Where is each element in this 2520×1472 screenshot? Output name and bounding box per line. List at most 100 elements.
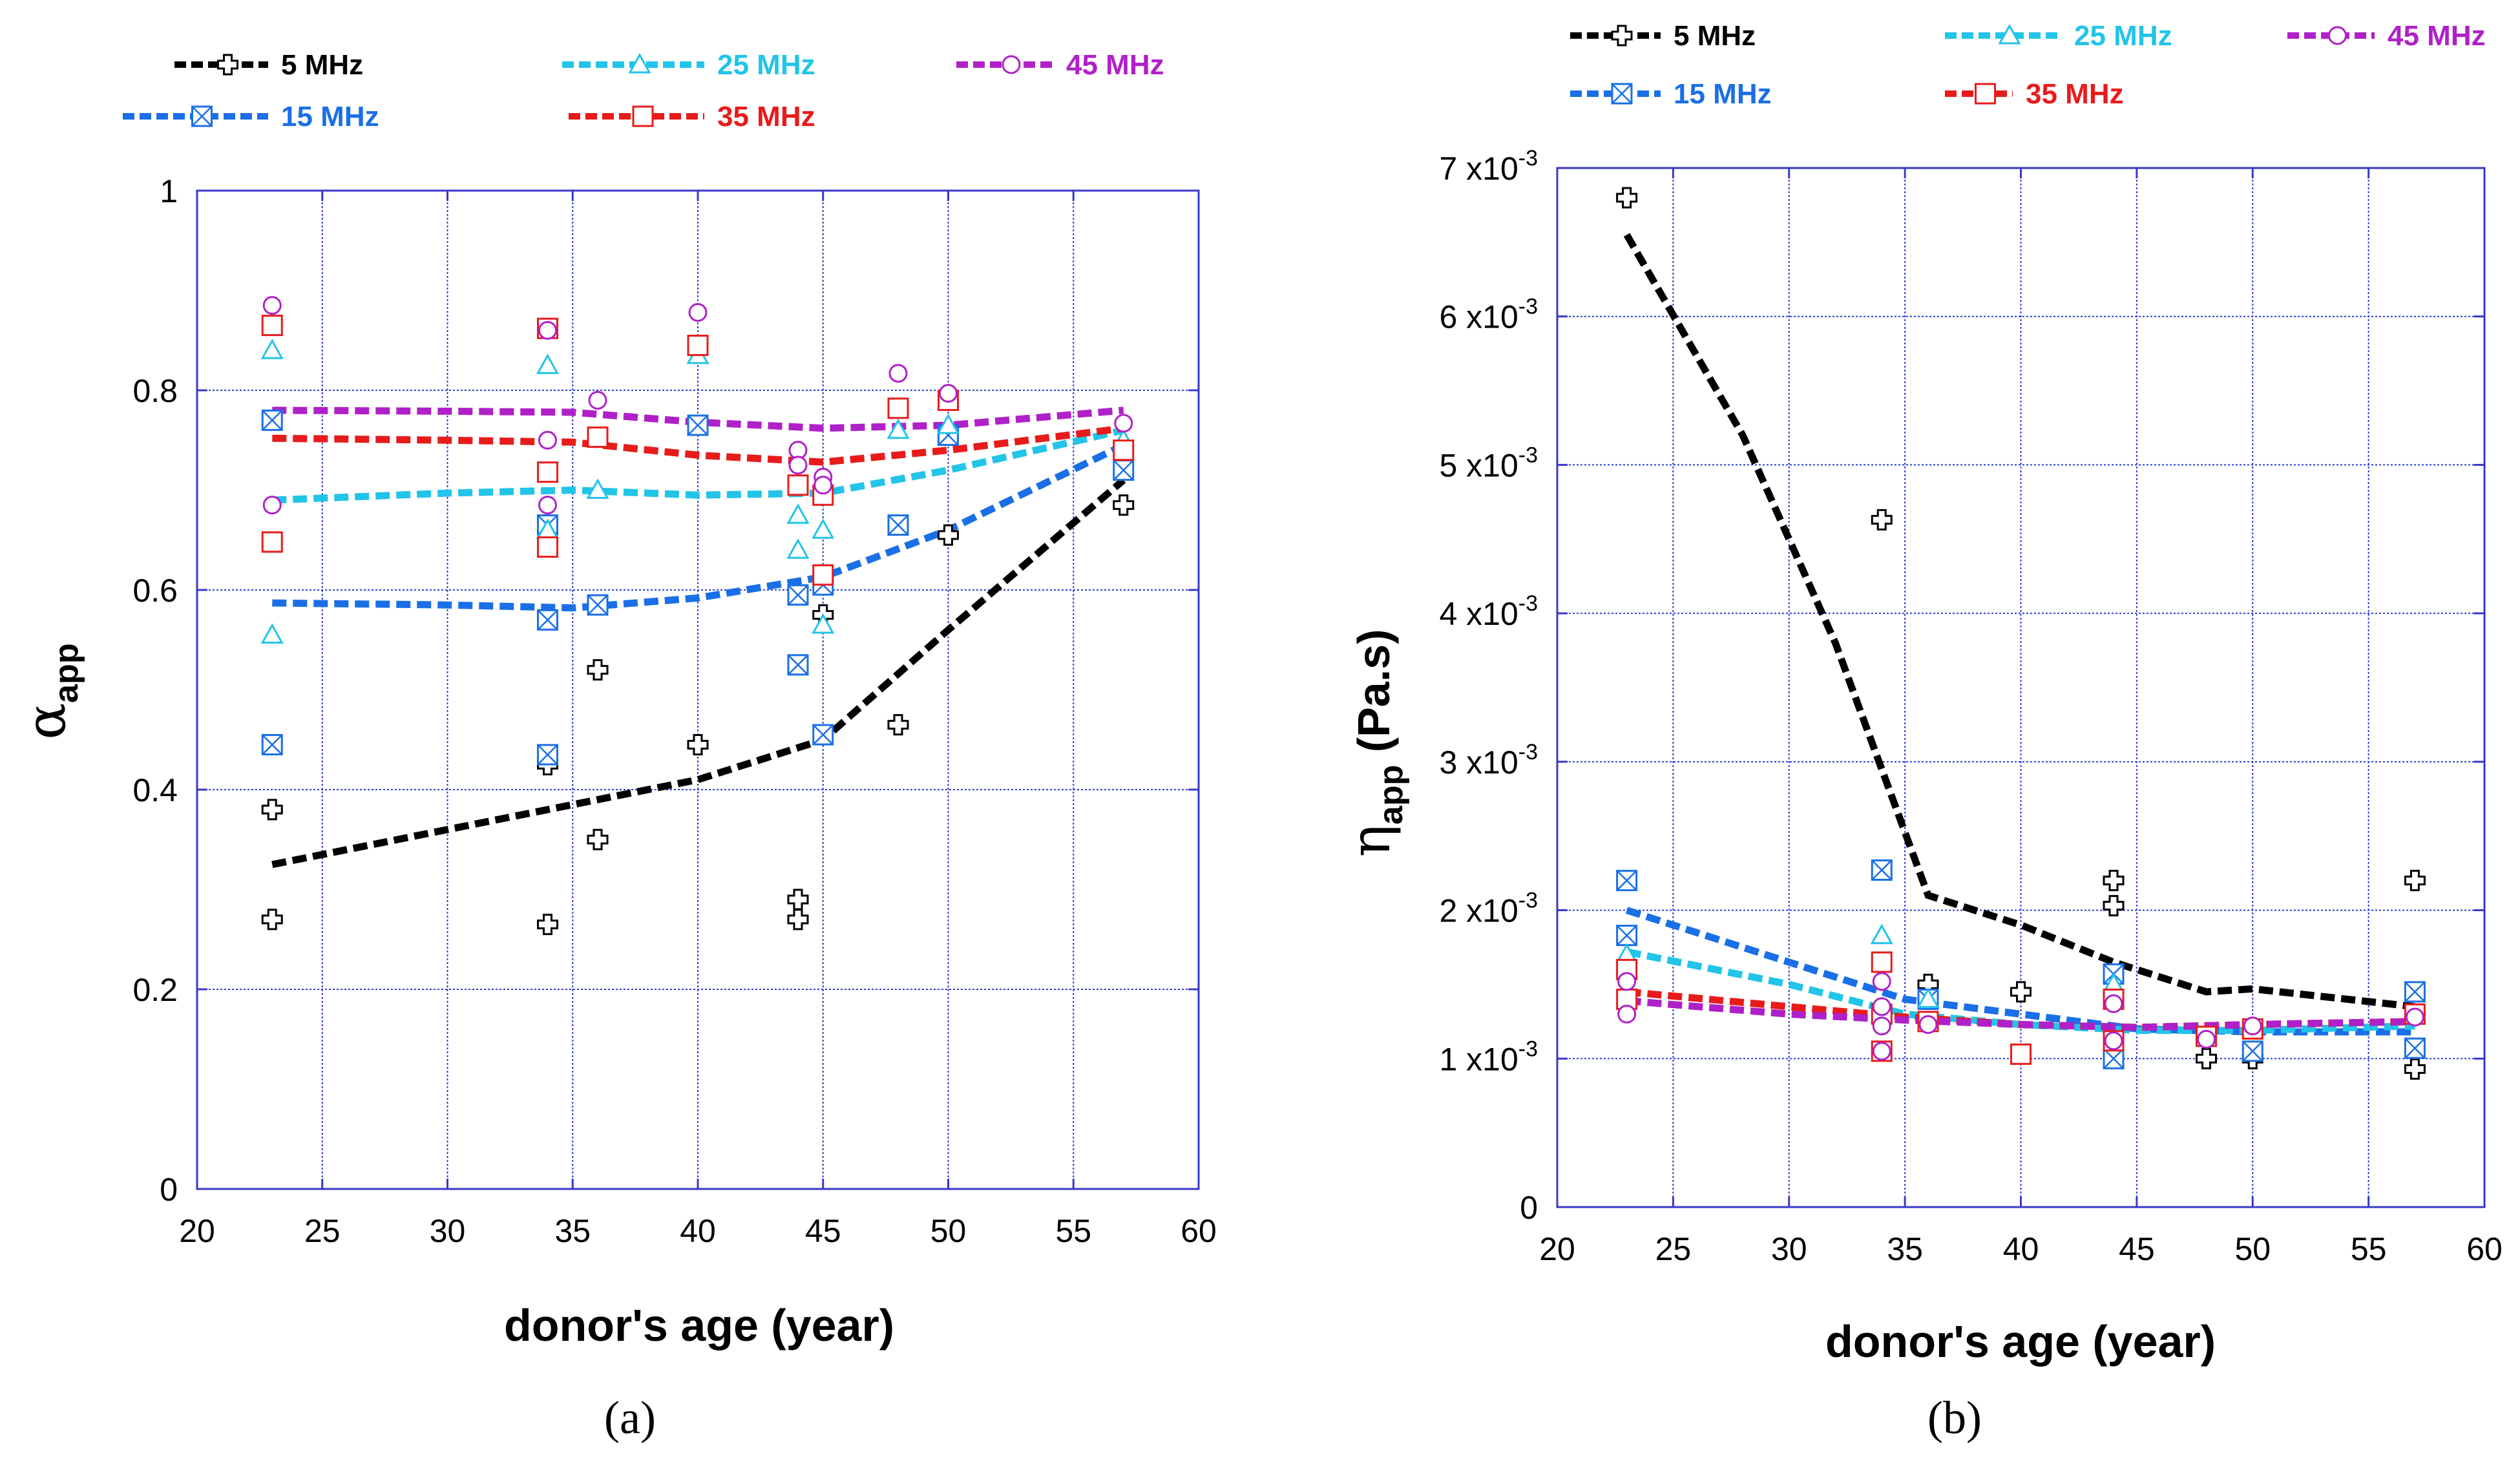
data-point-25-mhz xyxy=(536,353,560,374)
legend-label: 45 MHz xyxy=(2388,20,2486,52)
data-point-15-mhz xyxy=(2404,1037,2426,1059)
data-point-25-mhz xyxy=(812,518,835,539)
data-point-25-mhz xyxy=(786,503,810,524)
data-point-5-mhz xyxy=(887,714,909,736)
x-tick-label: 40 xyxy=(680,1213,716,1249)
x-tick-label: 30 xyxy=(430,1213,466,1249)
legend-item: 35 MHz xyxy=(1945,78,2124,110)
data-point-15-mhz xyxy=(261,733,283,755)
legend-label: 25 MHz xyxy=(2074,20,2172,52)
data-point-35-mhz xyxy=(687,334,709,356)
legend-marker xyxy=(1611,25,1633,47)
data-point-35-mhz xyxy=(261,315,283,337)
y-tick-label: 0.2 xyxy=(132,972,178,1008)
data-point-5-mhz xyxy=(2404,870,2426,892)
data-point-45-mhz xyxy=(1872,997,1891,1016)
data-point-5-mhz xyxy=(938,524,959,546)
y-tick-label: 7 x10-3 xyxy=(1439,146,1538,187)
x-tick-label: 35 xyxy=(1887,1231,1923,1267)
data-point-35-mhz xyxy=(1113,439,1135,461)
y-tick-label: 0 xyxy=(1520,1190,1538,1226)
data-point-25-mhz xyxy=(1916,987,1940,1008)
legend-item: 35 MHz xyxy=(569,101,815,132)
data-point-35-mhz xyxy=(537,536,558,558)
data-point-5-mhz xyxy=(2103,870,2125,892)
legend-label: 35 MHz xyxy=(717,101,815,132)
data-point-45-mhz xyxy=(688,302,708,322)
data-point-15-mhz xyxy=(2242,1040,2263,1062)
chart-panel-a: 20 25 30 35 40 45 50 55 60 0 0.2 0.4 0.6 0.8 1 donor's … xyxy=(14,49,1217,1444)
data-point-45-mhz xyxy=(538,321,557,340)
data-point-5-mhz xyxy=(587,659,609,681)
x-tick-label: 45 xyxy=(2119,1231,2155,1267)
legend-label: 15 MHz xyxy=(281,101,379,132)
data-point-45-mhz xyxy=(262,496,282,515)
data-point-35-mhz xyxy=(261,531,283,553)
data-point-5-mhz xyxy=(587,828,609,850)
y-tick-label: 0.6 xyxy=(132,573,178,609)
data-point-5-mhz xyxy=(1871,509,1893,531)
x-tick-label: 30 xyxy=(1771,1231,1807,1267)
data-point-25-mhz xyxy=(1870,923,1893,945)
fit-line-25-mhz xyxy=(272,426,1125,504)
data-point-15-mhz xyxy=(687,414,709,436)
data-point-15-mhz xyxy=(2103,1047,2125,1069)
data-point-5-mhz xyxy=(1113,494,1135,516)
y-tick-label: 1 xyxy=(160,173,178,209)
data-points xyxy=(260,296,1135,936)
data-point-15-mhz xyxy=(1616,925,1638,947)
y-tick-label: 0 xyxy=(160,1172,178,1208)
data-point-15-mhz xyxy=(787,654,809,676)
data-point-45-mhz xyxy=(1114,414,1133,433)
data-point-25-mhz xyxy=(260,623,284,644)
data-point-45-mhz xyxy=(2197,1029,2216,1049)
data-point-45-mhz xyxy=(939,384,958,403)
x-tick-label: 55 xyxy=(2351,1231,2387,1267)
legend-label: 35 MHz xyxy=(2026,78,2124,110)
x-tick-label: 20 xyxy=(1539,1231,1575,1267)
data-point-35-mhz xyxy=(537,461,558,483)
legend-marker xyxy=(1998,23,2021,45)
data-point-45-mhz xyxy=(1872,1042,1891,1061)
data-point-45-mhz xyxy=(1617,972,1637,991)
y-tick-label: 0.4 xyxy=(132,772,178,808)
legend-item: 5 MHz xyxy=(1570,20,1756,52)
data-point-35-mhz xyxy=(587,426,609,448)
fit-line-35-mhz xyxy=(272,425,1124,466)
data-point-45-mhz xyxy=(788,456,808,475)
y-tick-label: 6 x10-3 xyxy=(1439,295,1538,335)
y-axis-label: αapp xyxy=(14,643,85,739)
data-point-35-mhz xyxy=(787,474,809,496)
chart-panel-b: 20 25 30 35 40 45 50 55 60 0 1 x10-3 2 x10-3 3 x10-3… xyxy=(1339,20,2503,1444)
legend-item: 5 MHz xyxy=(174,49,363,81)
data-point-25-mhz xyxy=(260,339,284,359)
legend: 5 MHz 15 MHz 25 MHz 35 MHz 45 MHz xyxy=(123,49,1164,132)
x-tick-label: 45 xyxy=(805,1213,841,1249)
data-point-15-mhz xyxy=(2404,981,2426,1003)
x-tick-label: 55 xyxy=(1055,1213,1091,1249)
x-axis-label: donor's age (year) xyxy=(504,1300,894,1351)
panel-label: (b) xyxy=(1927,1392,1982,1444)
data-point-25-mhz xyxy=(786,538,810,559)
legend-marker xyxy=(217,54,238,76)
data-point-5-mhz xyxy=(537,914,558,936)
data-point-45-mhz xyxy=(2104,1031,2123,1051)
data-point-45-mhz xyxy=(1872,1016,1891,1036)
data-point-5-mhz xyxy=(787,909,809,931)
y-tick-label: 0.8 xyxy=(132,373,178,409)
data-point-45-mhz xyxy=(2405,1007,2424,1027)
data-point-15-mhz xyxy=(1113,459,1135,481)
data-point-25-mhz xyxy=(586,478,609,499)
data-point-15-mhz xyxy=(587,594,609,616)
data-point-45-mhz xyxy=(2243,1016,2262,1036)
data-point-5-mhz xyxy=(2103,895,2125,917)
legend-marker xyxy=(632,105,654,127)
data-point-45-mhz xyxy=(2104,994,2123,1013)
fit-line-5-mhz xyxy=(271,477,1126,868)
data-point-5-mhz xyxy=(1616,187,1638,209)
data-point-15-mhz xyxy=(261,409,283,431)
x-axis-label: donor's age (year) xyxy=(1825,1316,2216,1367)
legend-item: 45 MHz xyxy=(2287,20,2486,52)
data-point-15-mhz xyxy=(1871,859,1893,881)
legend-label: 5 MHz xyxy=(281,49,363,81)
